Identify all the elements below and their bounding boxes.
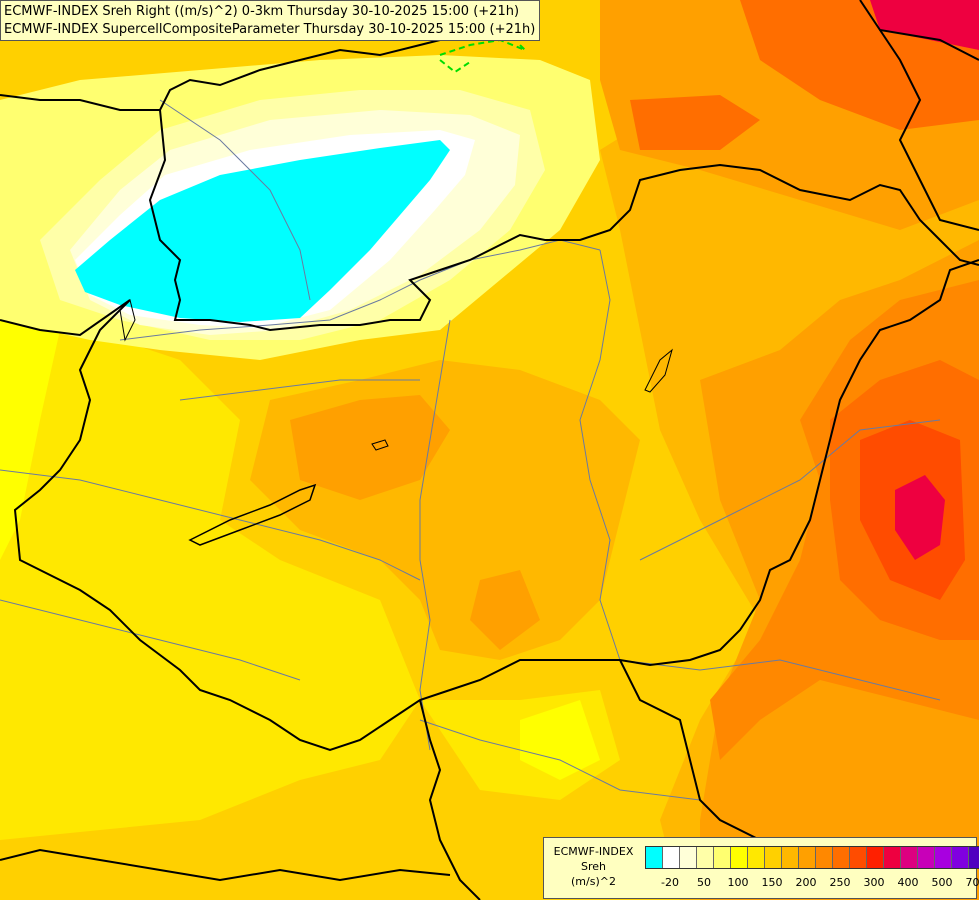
legend-swatch [884,847,901,868]
legend-swatch [714,847,731,868]
legend-swatch [833,847,850,868]
legend-swatch [952,847,969,868]
field-crimson-max [895,475,945,560]
legend-tick-label: 100 [727,876,749,889]
lake-balaton [188,483,317,546]
legend-color-bar [645,846,979,869]
legend-tick-label: 300 [863,876,885,889]
legend-swatch [748,847,765,868]
rivers [0,99,941,801]
legend-title-unit: (m/s)^2 [571,875,616,888]
map-title-box: ECMWF-INDEX Sreh Right ((m/s)^2) 0-3km T… [0,0,541,41]
lake-small-1 [371,439,389,451]
lake-small-2 [644,348,673,393]
legend-swatch [646,847,663,868]
field-cyan-min [75,140,450,322]
legend-swatch [782,847,799,868]
legend-tick-label: 150 [761,876,783,889]
color-legend: ECMWF-INDEX Sreh (m/s)^2 -20 50 100 150 200 2… [543,837,979,899]
legend-tick-label: 400 [897,876,919,889]
legend-swatch [867,847,884,868]
legend-swatch [663,847,680,868]
legend-swatch [697,847,714,868]
field-bright-yellow-west [0,300,60,560]
legend-swatch [935,847,952,868]
field-darkorange-center [290,395,450,500]
legend-swatch [731,847,748,868]
title-line-scp: ECMWF-INDEX SupercellCompositeParameter … [4,22,536,37]
legend-tick-label: 50 [697,876,711,889]
legend-swatch [816,847,833,868]
legend-swatch [901,847,918,868]
legend-swatch [765,847,782,868]
legend-tick-label: 200 [795,876,817,889]
legend-title-model: ECMWF-INDEX [553,845,634,858]
legend-swatch [680,847,697,868]
title-line-sreh: ECMWF-INDEX Sreh Right ((m/s)^2) 0-3km T… [4,4,520,19]
legend-title-param: Sreh [580,860,606,873]
field-bright-yellow-south [520,700,600,780]
legend-swatch [969,847,979,868]
field-darkorange-south [470,570,540,650]
field-crimson-top [870,0,979,50]
legend-tick-label: -20 [661,876,679,889]
legend-swatch [799,847,816,868]
legend-tick-label: 700 [965,876,979,889]
legend-swatch [918,847,935,868]
legend-tick-label: 500 [931,876,953,889]
field-yellow-west [0,300,420,840]
legend-tick-label: 250 [829,876,851,889]
field-red-northeast [630,95,760,150]
legend-swatch [850,847,867,868]
lake-small-3 [119,299,136,342]
legend-title: ECMWF-INDEX Sreh (m/s)^2 [546,844,641,889]
